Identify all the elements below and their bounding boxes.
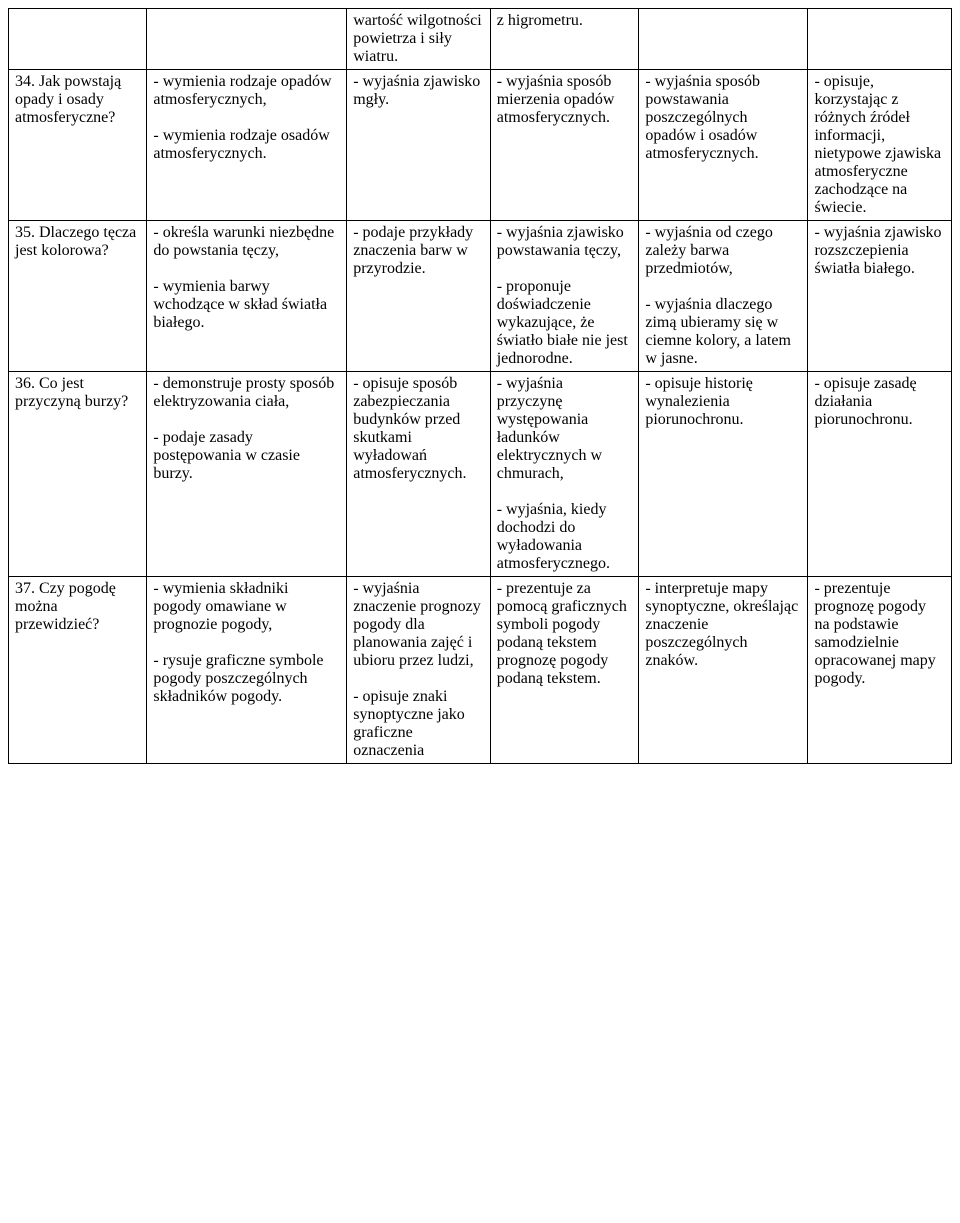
cell-level5: - wyjaśnia zjawisko rozszczepienia świat… [808,221,952,372]
cell-level2: wartość wilgotności powietrza i siły wia… [347,9,491,70]
cell-topic: 34. Jak powstają opady i osady atmosfery… [9,70,147,221]
table-row: wartość wilgotności powietrza i siły wia… [9,9,952,70]
cell-topic [9,9,147,70]
cell-level4: - wyjaśnia od czego zależy barwa przedmi… [639,221,808,372]
cell-topic: 35. Dlaczego tęcza jest kolorowa? [9,221,147,372]
cell-level3: z higrometru. [490,9,639,70]
cell-level5 [808,9,952,70]
cell-level4 [639,9,808,70]
cell-level2: - podaje przykłady znaczenia barw w przy… [347,221,491,372]
cell-level3: - wyjaśnia zjawisko powstawania tęczy,- … [490,221,639,372]
cell-level5: - prezentuje prognozę pogody na podstawi… [808,577,952,764]
table-row: 34. Jak powstają opady i osady atmosfery… [9,70,952,221]
cell-level2: - wyjaśnia zjawisko mgły. [347,70,491,221]
table-row: 35. Dlaczego tęcza jest kolorowa? - okre… [9,221,952,372]
cell-level4: - interpretuje mapy synoptyczne, określa… [639,577,808,764]
cell-level2: - opisuje sposób zabezpieczania budynków… [347,372,491,577]
cell-level3: - wyjaśnia sposób mierzenia opadów atmos… [490,70,639,221]
cell-level1 [147,9,347,70]
cell-topic: 36. Co jest przyczyną burzy? [9,372,147,577]
cell-level1: - demonstruje prosty sposób elektryzowan… [147,372,347,577]
cell-level3: - prezentuje za pomocą graficznych symbo… [490,577,639,764]
cell-topic: 37. Czy pogodę można przewidzieć? [9,577,147,764]
cell-level2: - wyjaśnia znaczenie prognozy pogody dla… [347,577,491,764]
cell-level1: - wymienia rodzaje opadów atmosferycznyc… [147,70,347,221]
cell-level5: - opisuje, korzystając z różnych źródeł … [808,70,952,221]
cell-level4: - wyjaśnia sposób powstawania poszczegól… [639,70,808,221]
cell-level4: - opisuje historię wynalezienia piorunoc… [639,372,808,577]
table-row: 37. Czy pogodę można przewidzieć? - wymi… [9,577,952,764]
cell-level3: - wyjaśnia przyczynę występowania ładunk… [490,372,639,577]
table-row: 36. Co jest przyczyną burzy? - demonstru… [9,372,952,577]
cell-level5: - opisuje zasadę działania piorunochronu… [808,372,952,577]
curriculum-table: wartość wilgotności powietrza i siły wia… [8,8,952,764]
cell-level1: - określa warunki niezbędne do powstania… [147,221,347,372]
cell-level1: - wymienia składniki pogody omawiane w p… [147,577,347,764]
